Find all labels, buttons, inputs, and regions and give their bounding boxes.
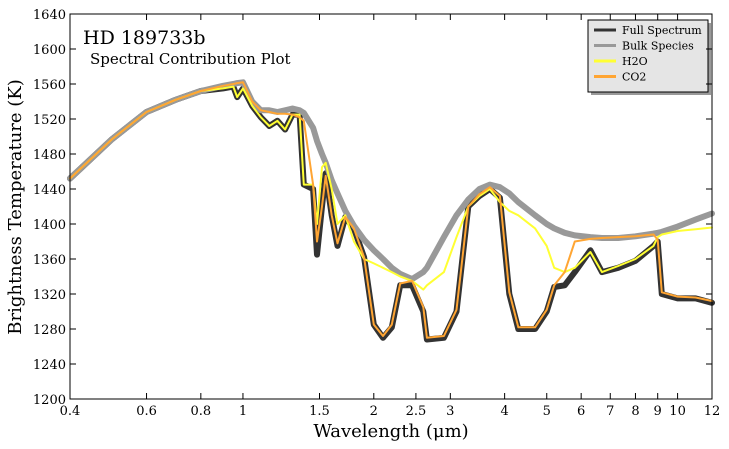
legend-label: Bulk Species [622,40,694,53]
x-tick-label: 4 [500,404,508,419]
x-tick-label: 0.6 [136,404,157,419]
plot-frame [69,13,713,400]
x-tick-label: 2 [370,404,378,419]
x-tick-label: 3 [446,404,454,419]
x-tick-label: 10 [669,404,686,419]
x-tick-label: 1 [239,404,247,419]
x-tick-label: 7 [606,404,614,419]
x-tick-label: 1.5 [309,404,330,419]
x-tick-label: 12 [704,404,721,419]
x-tick-label: 6 [577,404,585,419]
legend-label: H2O [622,55,648,68]
series-line [69,81,713,339]
x-axis-label: Wavelength (μm) [313,421,468,442]
chart-subtitle: Spectral Contribution Plot [90,50,291,68]
y-tick-label: 1240 [33,358,66,373]
y-tick-label: 1200 [33,393,66,408]
y-tick-label: 1280 [33,323,66,338]
y-tick-label: 1440 [33,183,66,198]
y-tick-label: 1600 [33,43,66,58]
y-tick-label: 1480 [33,148,66,163]
chart-title: HD 189733b [83,27,206,49]
x-tick-label: 9 [654,404,662,419]
x-tick-label: 2.5 [406,404,427,419]
legend-label: Full Spectrum [622,24,702,37]
y-tick-label: 1520 [33,113,66,128]
y-axis-label: Brightness Temperature (K) [5,79,26,335]
y-tick-label: 1560 [33,78,66,93]
x-tick-label: 5 [543,404,551,419]
legend-label: CO2 [622,71,646,84]
x-tick-label: 8 [631,404,639,419]
y-tick-label: 1400 [33,218,66,233]
y-tick-label: 1360 [33,253,66,268]
legend: Full Spectrum Bulk Species H2O CO2 [587,19,711,95]
series-line [69,85,713,291]
y-tick-label: 1320 [33,288,66,303]
y-tick-label: 1640 [33,8,66,23]
x-tick-label: 0.4 [60,404,81,419]
legend-box [587,19,709,93]
x-tick-label: 0.8 [190,404,211,419]
